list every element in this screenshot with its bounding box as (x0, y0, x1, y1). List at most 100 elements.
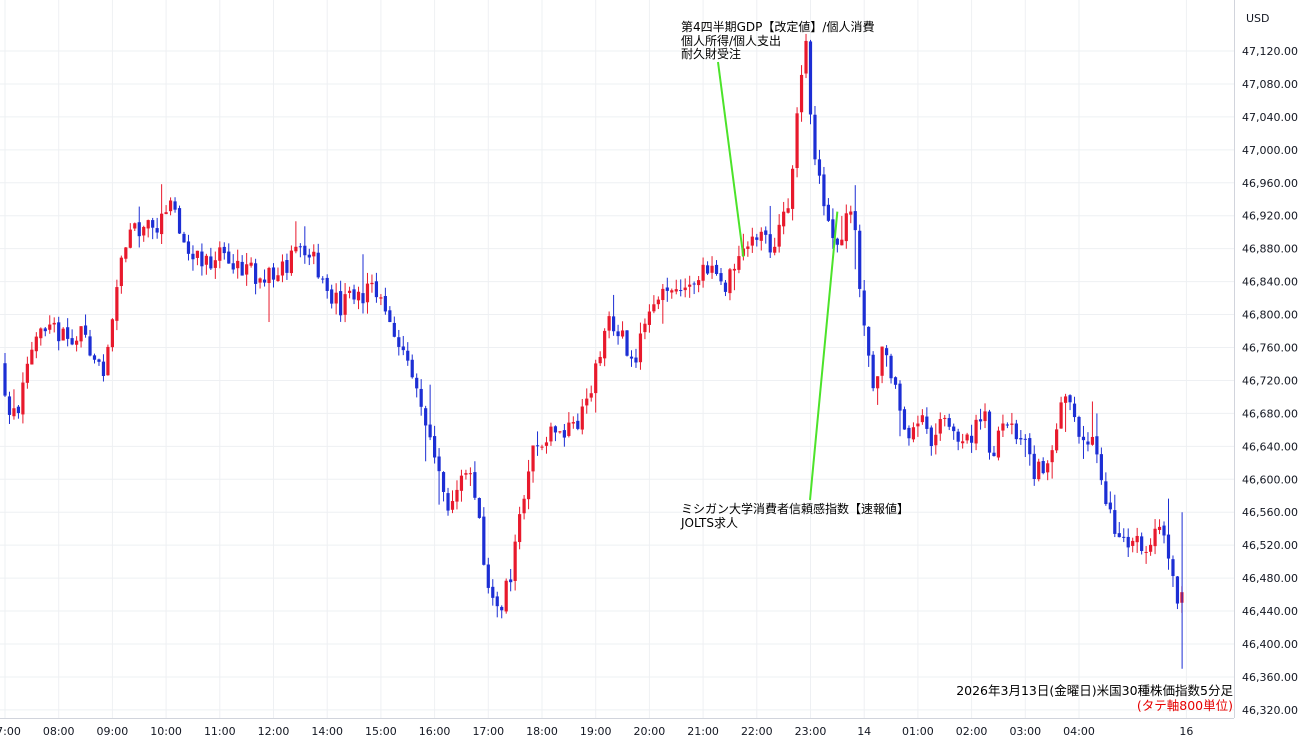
candle-body (361, 293, 365, 304)
x-tick-label: 01:00 (902, 725, 934, 738)
candle-body (1037, 461, 1041, 480)
candle-body (303, 245, 307, 256)
candle-body (267, 267, 271, 283)
candle-body (612, 316, 616, 332)
candle-body (737, 256, 741, 270)
candle-body (925, 416, 929, 429)
y-tick-label: 46,640.00 (1242, 440, 1298, 453)
currency-label: USD (1246, 12, 1270, 25)
y-tick-label: 46,680.00 (1242, 407, 1298, 420)
candle-body (195, 250, 200, 258)
candle-body (312, 251, 316, 257)
candle-body (558, 431, 562, 433)
candle-body (155, 228, 159, 233)
candle-body (974, 419, 978, 444)
candle-body (146, 220, 150, 229)
candle-body (594, 363, 598, 394)
candle-body (853, 211, 857, 231)
candle-body (160, 213, 164, 235)
candle-body (464, 473, 468, 475)
candle-body (978, 419, 983, 422)
candle-body (697, 280, 701, 286)
candle-body (535, 445, 540, 447)
candle-body (571, 422, 575, 424)
x-tick-label: 21:00 (687, 725, 719, 738)
candle-body (817, 159, 822, 176)
candle-body (585, 398, 589, 406)
candle-body (1175, 576, 1180, 604)
candle-body (522, 498, 526, 514)
candle-body (943, 417, 947, 419)
candle-body (370, 282, 374, 285)
candle-body (629, 356, 634, 359)
y-tick-label: 46,720.00 (1242, 374, 1298, 387)
candle-body (25, 363, 29, 383)
candle-body (1014, 423, 1018, 440)
candle-body (876, 376, 880, 389)
candle-body (934, 434, 938, 446)
candle-body (289, 250, 293, 274)
x-tick-label: 15:00 (365, 725, 397, 738)
candle-body (21, 382, 25, 415)
candle-body (513, 541, 517, 581)
candle-body (1028, 438, 1032, 455)
candle-body (1157, 526, 1162, 531)
candle-body (16, 406, 21, 414)
y-tick-label: 46,600.00 (1242, 473, 1298, 486)
candle-body (1153, 528, 1157, 547)
candle-body (1077, 416, 1081, 437)
candle-body (643, 323, 647, 333)
candle-body (204, 255, 208, 265)
candle-body (849, 211, 853, 215)
candle-body (70, 338, 74, 345)
candle-body (728, 269, 732, 294)
candle-body (1104, 481, 1108, 505)
currency-label-box (1237, 6, 1277, 28)
candle-body (656, 299, 660, 305)
price-axis[interactable]: 46,320.00 46,360.00 46,400.00 46,440.00 46,4… (1242, 45, 1298, 717)
candle-body (343, 294, 347, 315)
candle-body (415, 377, 419, 389)
candle-body (1010, 423, 1014, 425)
candle-body (916, 423, 920, 427)
candle-body (410, 359, 414, 378)
candle-body (683, 287, 687, 291)
y-tick-label: 46,440.00 (1242, 605, 1298, 618)
candle-body (1081, 436, 1086, 441)
x-tick-label: 16 (1179, 725, 1193, 738)
candle-body (1050, 450, 1054, 463)
y-tick-label: 46,920.00 (1242, 210, 1298, 223)
candle-body (271, 267, 276, 280)
candle-body (504, 580, 508, 612)
candle-body (352, 289, 356, 300)
candle-body (674, 289, 678, 292)
candle-body (79, 326, 83, 342)
x-tick-label: 22:00 (741, 725, 773, 738)
candle-body (173, 201, 177, 210)
y-tick-label: 47,080.00 (1242, 78, 1298, 91)
candle-body (110, 319, 114, 348)
candle-body (652, 304, 656, 312)
candle-body (1117, 533, 1121, 538)
candle-body (773, 246, 777, 253)
candle-body (473, 472, 477, 498)
candle-body (191, 253, 195, 260)
candle-body (258, 278, 262, 283)
candle-body (61, 328, 65, 341)
candle-body (222, 246, 226, 254)
candle-body (339, 291, 343, 316)
y-tick-label: 46,840.00 (1242, 276, 1298, 289)
candle-body (764, 230, 768, 235)
candle-body (589, 393, 593, 398)
candle-body (1001, 423, 1005, 431)
candle-body (330, 289, 334, 304)
candle-body (710, 265, 714, 273)
x-tick-label: 07:00 (0, 725, 21, 738)
candle-body (616, 331, 620, 337)
candle-body (43, 328, 47, 332)
time-axis[interactable]: 07:00 08:00 09:00 10:00 11:00 12:00 14:00 15:00… (0, 725, 1193, 738)
candle-body (862, 290, 866, 326)
candle-body (450, 501, 455, 510)
x-tick-label: 04:00 (1063, 725, 1095, 738)
candle-body (603, 330, 607, 359)
